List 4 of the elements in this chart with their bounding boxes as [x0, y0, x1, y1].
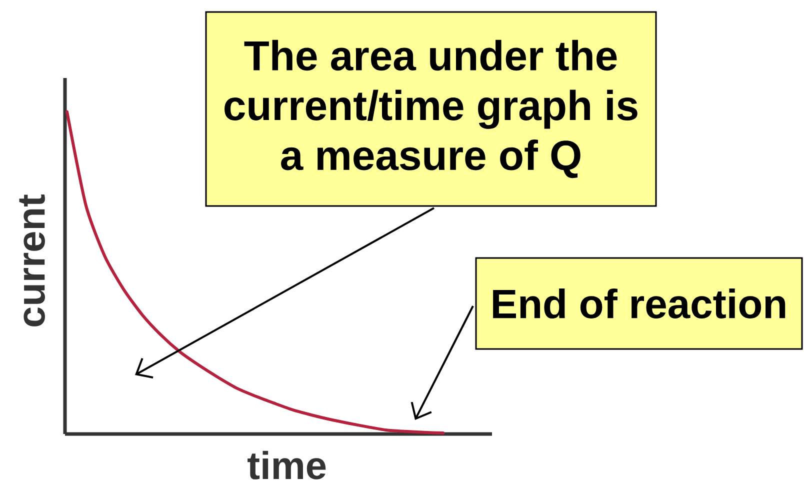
- x-axis-title: time: [248, 450, 326, 480]
- text: End of reaction: [493, 288, 786, 319]
- annotation: The area under the current/time graph is a measure of Q: [224, 40, 638, 178]
- y-axis-title: current: [19, 194, 45, 326]
